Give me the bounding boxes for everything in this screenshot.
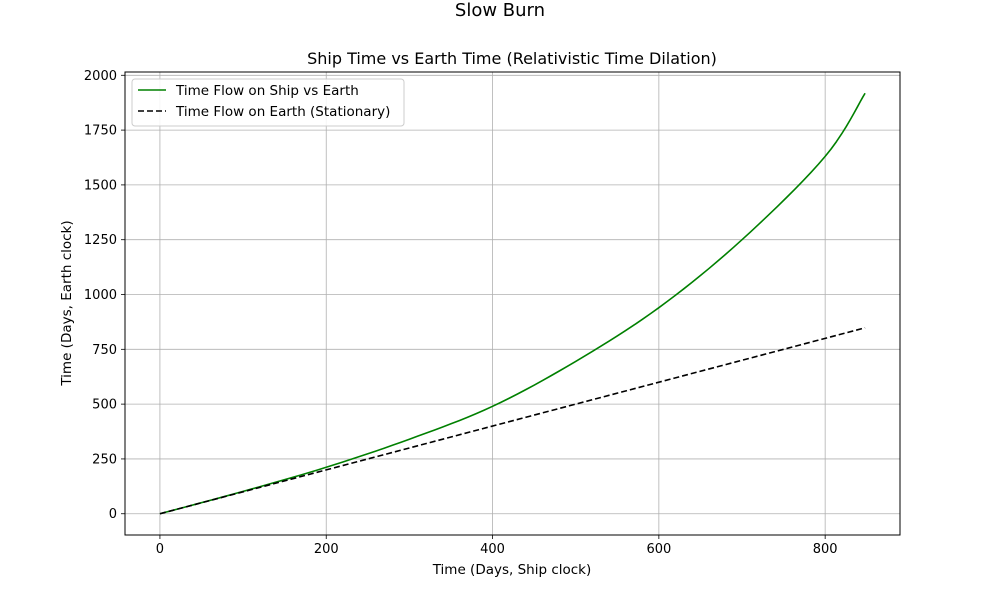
y-tick-label: 1500: [84, 178, 117, 193]
series-line-earth: [159, 327, 866, 515]
plot-area-frame: [124, 71, 901, 536]
x-tick-label: 0: [156, 542, 164, 557]
figure-suptitle: Slow Burn: [455, 0, 545, 21]
x-tick-label: 400: [480, 542, 505, 557]
y-tick-label: 2000: [84, 69, 117, 84]
legend: Time Flow on Ship vs Earth Time Flow on …: [131, 78, 405, 127]
y-tick-label: 0: [109, 507, 117, 522]
y-tick-label: 500: [92, 398, 117, 413]
axis-ticks: 0 200 400 600 800 0 250 500 750 1000 1250 1500 1750 2…: [84, 69, 838, 557]
y-tick-label: 1750: [84, 124, 117, 139]
series-line-ship: [159, 92, 866, 515]
y-tick-label: 750: [92, 343, 117, 358]
chart-title: Ship Time vs Earth Time (Relativistic Ti…: [307, 49, 717, 68]
y-axis-label: Time (Days, Earth clock): [59, 220, 75, 386]
x-axis-label: Time (Days, Ship clock): [432, 562, 592, 578]
legend-label-ship: Time Flow on Ship vs Earth: [175, 83, 359, 99]
grid-lines: [125, 72, 900, 535]
y-tick-label: 1000: [84, 288, 117, 303]
x-tick-label: 200: [314, 542, 339, 557]
y-tick-label: 1250: [84, 233, 117, 248]
plot-series: [159, 92, 866, 515]
legend-box: [131, 78, 405, 127]
x-tick-label: 600: [646, 542, 671, 557]
x-tick-label: 800: [813, 542, 838, 557]
legend-label-earth: Time Flow on Earth (Stationary): [175, 104, 390, 120]
y-tick-label: 250: [92, 452, 117, 467]
